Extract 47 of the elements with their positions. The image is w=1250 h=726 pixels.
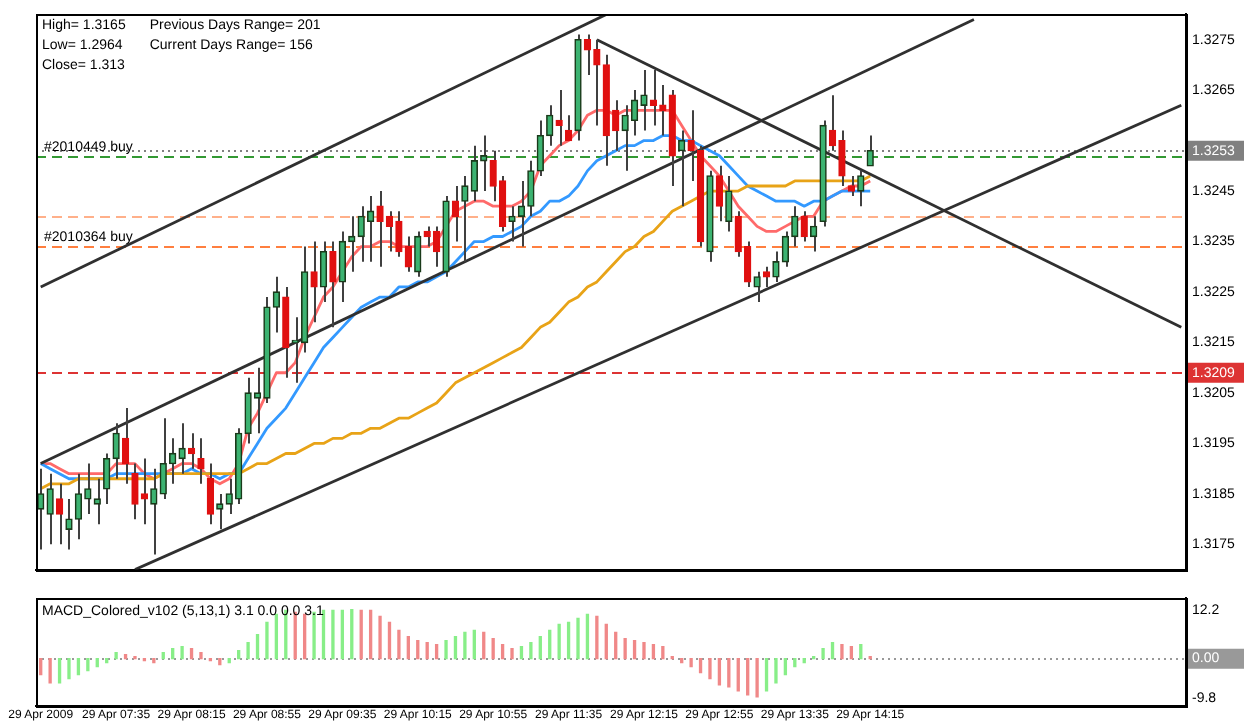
candlestick — [649, 68, 658, 127]
candlestick — [527, 159, 535, 218]
candlestick — [319, 240, 328, 304]
candlestick — [546, 104, 554, 147]
candlestick — [338, 230, 347, 304]
candlestick — [847, 174, 856, 198]
candlestick — [451, 185, 460, 243]
candlestick — [178, 422, 186, 475]
candlestick — [734, 210, 742, 258]
candlestick — [93, 477, 101, 526]
candlestick — [366, 195, 375, 263]
candlestick — [810, 215, 818, 253]
candlestick — [121, 407, 130, 485]
candlestick — [470, 144, 478, 203]
candlestick — [197, 437, 205, 485]
candlestick — [187, 432, 196, 470]
candlestick — [678, 129, 686, 208]
candlestick — [744, 240, 752, 288]
candlestick — [857, 169, 865, 208]
candlestick — [140, 457, 149, 526]
candlestick — [329, 240, 337, 329]
candlestick — [753, 270, 761, 304]
candlestick — [169, 437, 177, 485]
candlestick — [37, 467, 45, 551]
candlestick — [55, 482, 64, 546]
candlestick — [800, 210, 808, 243]
candlestick — [583, 33, 592, 76]
candlestick — [866, 134, 874, 167]
candlestick — [432, 225, 441, 268]
candlestick — [206, 462, 215, 526]
candlestick — [517, 179, 526, 248]
candlestick — [715, 164, 724, 223]
candlestick — [272, 275, 281, 334]
candlestick — [150, 467, 158, 556]
candlestick — [159, 417, 167, 500]
candlestick — [612, 99, 620, 152]
candlestick — [725, 174, 733, 233]
candlestick — [74, 472, 83, 541]
candlestick — [536, 119, 544, 177]
candlestick — [385, 210, 394, 253]
candlestick — [480, 134, 488, 193]
candlestick — [414, 230, 422, 278]
candlestick — [65, 497, 73, 551]
candlestick — [310, 240, 318, 324]
candlestick — [216, 492, 224, 531]
candlestick — [225, 477, 233, 516]
candlestick — [46, 472, 54, 546]
